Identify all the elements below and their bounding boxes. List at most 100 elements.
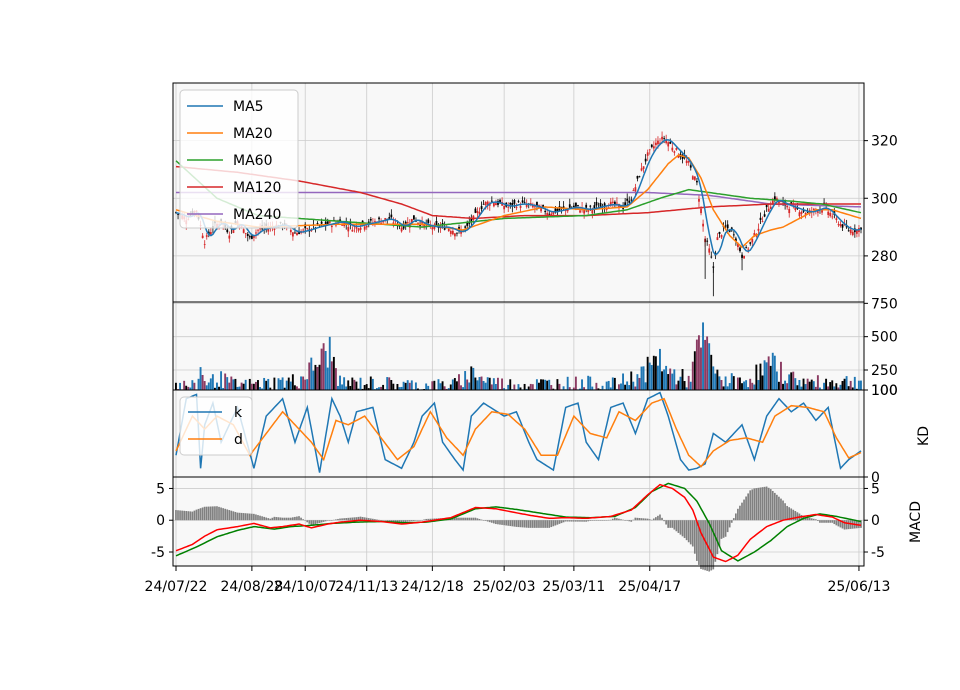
volume-bar [775,371,778,390]
macd-hist-bar [757,487,760,521]
candle-body [209,232,212,235]
macd-hist-bar [734,513,737,521]
volume-bar [808,381,811,390]
volume-bar [228,382,231,390]
volume-bar [224,373,227,390]
volume-background [173,302,864,390]
macd-hist-bar [484,520,487,521]
macd-hist-bar [607,519,610,521]
volume-bar [431,381,434,390]
candle-body [716,237,719,241]
volume-bar [293,385,296,390]
macd-hist-bar [189,511,192,521]
candle-body [624,202,627,206]
volume-bar [484,382,487,390]
volume-bar [849,380,852,390]
candle-body [536,201,538,206]
volume-bar [831,380,834,390]
volume-bar [474,377,477,390]
x-tick-label: 24/11/13 [335,579,398,595]
volume-bar [488,377,491,390]
volume-bar [591,386,594,390]
volume-bar [620,383,622,390]
candle-body [392,222,395,224]
candle-body [626,198,629,201]
volume-bar [681,369,684,390]
candle-body [242,229,245,233]
candle-body [681,155,684,159]
candle-body [603,203,606,208]
macd-hist-bar [261,516,263,521]
macd-hist-bar [679,520,682,535]
volume-bar [509,379,512,390]
macd-hist-bar [814,519,817,521]
macd-hist-bar [181,510,183,521]
macd-hist-bar [677,520,680,533]
macd-hist-bar [538,520,540,528]
macd-hist-bar [230,510,233,521]
volume-bar [183,380,186,390]
macd-hist-bar [267,518,270,521]
volume-bar [847,386,850,390]
volume-bar [222,387,225,390]
macd-hist-bar [316,520,319,524]
volume-bar [634,386,637,390]
macd-hist-bar [800,514,803,521]
macd-hist-bar [847,520,850,530]
legend-label-ma120: MA120 [233,180,281,196]
macd-hist-bar [691,520,694,547]
volume-ytick-label: 100 [871,383,898,399]
macd-hist-bar [741,502,743,521]
macd-histogram [175,486,862,572]
candle-body [685,160,688,164]
candle-body [841,224,844,228]
macd-hist-bar [624,520,626,521]
candle-body [511,203,514,207]
candle-body [583,209,586,214]
macd-hist-bar [579,520,581,522]
macd-hist-bar [427,518,430,521]
macd-hist-bar [837,520,840,527]
macd-hist-bar [806,517,809,521]
candle-body [851,231,854,235]
volume-bar [427,385,430,390]
volume-bar [794,378,797,390]
macd-hist-bar [259,515,261,521]
macd-hist-bar [431,518,434,521]
volume-bar [236,386,239,390]
volume-bar [654,356,657,390]
volume-bar [326,367,329,390]
candle-body [289,230,292,233]
volume-bar [310,357,313,390]
volume-bar [468,382,471,390]
volume-bar [199,367,202,390]
candle-body [531,205,534,208]
macd-hist-bar [558,520,561,524]
macd-hist-bar [646,518,649,521]
volume-bar [209,378,212,390]
macd-hist-bar [501,520,503,525]
candle-body [827,211,830,215]
volume-bar [640,366,643,390]
macd-hist-bar [568,520,571,522]
volume-bar [367,388,370,390]
volume-bar [642,366,645,390]
candle-body [693,176,696,180]
candle-body [802,209,805,212]
macd-hist-bar [720,520,723,539]
volume-bar [605,381,608,390]
candle-body [540,207,542,212]
candle-body [613,201,616,205]
volume-bar [458,374,460,390]
candle-body [616,202,618,204]
volume-bar [841,381,844,390]
macd-hist-bar [413,520,415,521]
candle-body [706,240,709,242]
macd-hist-bar [763,486,766,521]
macd-hist-bar [823,520,825,523]
macd-hist-bar [468,517,471,521]
candle-body [749,242,752,244]
macd-hist-bar [310,520,313,526]
macd-hist-bar [810,518,813,521]
volume-bar [285,380,288,390]
